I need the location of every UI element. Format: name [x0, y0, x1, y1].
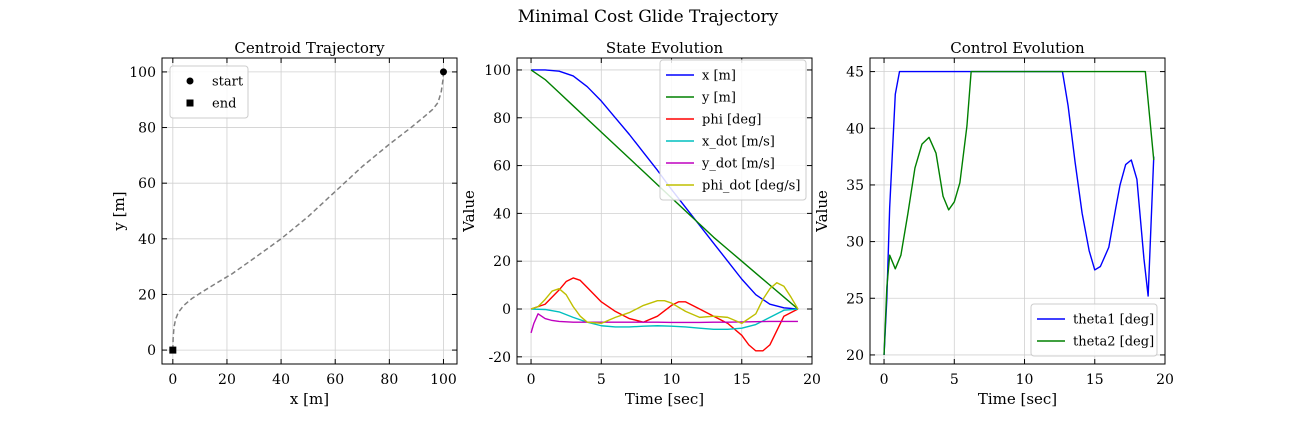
y-tick-label: 20 — [846, 348, 864, 364]
legend: theta1 [deg] theta2 [deg] — [1030, 303, 1158, 357]
y-tick-label: 20 — [493, 254, 511, 270]
x-tick-label: 0 — [527, 372, 536, 388]
legend-label-start: start — [212, 75, 244, 90]
x-tick-label: 20 — [218, 372, 236, 388]
marker-start — [439, 68, 447, 76]
chart-panel-1: 0 20 40 60 80 100 0 20 40 60 80 100 Centroid Traject… — [110, 39, 458, 408]
x-tick-label: 60 — [326, 372, 344, 388]
y-tick-label: 30 — [846, 235, 864, 251]
legend: x [m] y [m] phi [deg] x_dot [m/s] y_dot [m/s… — [659, 59, 807, 201]
legend-label-y-m: y [m] — [701, 91, 736, 106]
legend-label-x-dot-m-s: x_dot [m/s] — [702, 135, 775, 150]
x-tick-label: 20 — [803, 372, 821, 388]
legend-box — [1030, 303, 1158, 357]
legend-label-y-dot-m-s: y_dot [m/s] — [701, 157, 775, 172]
y-tick-label: 40 — [138, 232, 156, 248]
series-line-theta1-deg — [883, 70, 1155, 355]
legend-label-phi-dot-deg-s: phi_dot [deg/s] — [702, 179, 800, 194]
chart-panel-3: 0 5 10 15 20 20 25 30 35 40 45 Control Evolution Tim… — [813, 39, 1174, 408]
y-tick-label: 80 — [493, 111, 511, 127]
y-tick-label: 20 — [138, 287, 156, 303]
legend-label-phi-deg: phi [deg] — [702, 113, 761, 128]
series-line-theta2-deg — [883, 70, 1155, 355]
marker-end — [169, 346, 177, 354]
series-line-x-dot-m-s — [531, 308, 799, 331]
y-tick-label: 100 — [129, 65, 156, 81]
legend-label-theta1-deg: theta1 [deg] — [1073, 313, 1154, 328]
x-axis-label: x [m] — [290, 390, 329, 408]
chart-title: State Evolution — [606, 39, 724, 57]
legend-label-x-m: x [m] — [702, 69, 736, 84]
x-tick-label: 0 — [168, 372, 177, 388]
x-axis-label: Time [sec] — [978, 390, 1057, 408]
x-tick-label: 0 — [880, 372, 889, 388]
series-line-trajectory — [172, 71, 445, 351]
chart-title: Centroid Trajectory — [234, 39, 385, 57]
axes-frame — [516, 57, 813, 365]
y-tick-label: 0 — [502, 302, 511, 318]
chart-title: Control Evolution — [950, 39, 1085, 57]
x-tick-label: 100 — [430, 372, 457, 388]
x-tick-label: 5 — [597, 372, 606, 388]
legend-label-end: end — [212, 97, 236, 112]
y-tick-label: 60 — [138, 176, 156, 192]
x-tick-label: 15 — [733, 372, 751, 388]
x-tick-label: 20 — [1156, 372, 1174, 388]
x-tick-label: 5 — [950, 372, 959, 388]
series-line-y-dot-m-s — [530, 313, 798, 334]
chart-panel-2: 0 5 10 15 20 -20 0 20 40 60 80 100 State Evolution Ti… — [460, 39, 821, 408]
y-tick-label: 80 — [138, 121, 156, 137]
legend-box — [659, 59, 807, 201]
y-tick-label: 40 — [493, 206, 511, 222]
legend: start end — [169, 65, 249, 119]
y-tick-label: 45 — [846, 65, 864, 81]
y-tick-label: 60 — [493, 159, 511, 175]
series-line-phi-dot-deg-s — [530, 282, 799, 325]
y-tick-label: 25 — [846, 291, 864, 307]
y-tick-label: 0 — [147, 343, 156, 359]
y-tick-label: 100 — [484, 63, 511, 79]
y-tick-label: -20 — [488, 350, 511, 366]
x-tick-label: 80 — [380, 372, 398, 388]
x-tick-label: 10 — [663, 372, 681, 388]
y-tick-label: 35 — [846, 178, 864, 194]
axes-frame — [869, 57, 1166, 365]
x-tick-label: 10 — [1016, 372, 1034, 388]
x-axis-label: Time [sec] — [625, 390, 704, 408]
y-tick-label: 40 — [846, 121, 864, 137]
series-line-phi-deg — [530, 277, 799, 352]
x-tick-label: 15 — [1086, 372, 1104, 388]
legend-marker-start — [186, 77, 194, 85]
y-axis-label: y [m] — [110, 191, 128, 231]
y-axis-label: Value — [813, 190, 831, 233]
legend-marker-end — [186, 99, 194, 107]
figure-suptitle: Minimal Cost Glide Trajectory — [518, 7, 779, 27]
y-axis-label: Value — [460, 190, 478, 233]
legend-label-theta2-deg: theta2 [deg] — [1073, 335, 1154, 350]
x-tick-label: 40 — [272, 372, 290, 388]
axes-frame — [161, 57, 458, 365]
